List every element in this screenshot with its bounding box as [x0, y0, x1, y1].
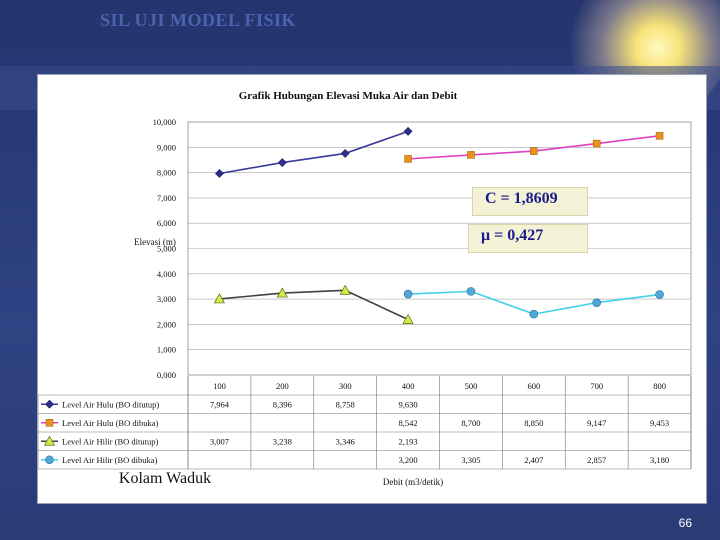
legend-label: Level Air Hilir (BO ditutup): [62, 436, 158, 446]
y-tick-label: 0,000: [157, 370, 176, 380]
data-label: 2,193: [399, 436, 418, 446]
data-label: 8,850: [524, 418, 543, 428]
y-tick-label: 10,000: [153, 117, 176, 127]
data-point: [655, 290, 664, 299]
data-point: [276, 287, 288, 298]
data-point: [529, 309, 539, 319]
legend-marker: [45, 419, 54, 427]
series-line: [219, 130, 409, 175]
data-point: [403, 289, 413, 299]
legend-marker: [45, 399, 54, 409]
legend-label: Level Air Hulu (BO ditutup): [62, 399, 159, 409]
y-tick-label: 5,000: [157, 244, 176, 254]
y-tick-label: 6,000: [157, 218, 176, 228]
mu-value-text: μ = 0,427: [481, 227, 544, 244]
legend-marker: [43, 435, 56, 446]
data-point: [215, 169, 224, 178]
data-point: [655, 132, 664, 140]
chart-svg: Grafik Hubungan Elevasi Muka Air dan Deb…: [37, 90, 692, 487]
y-tick-label: 3,000: [157, 294, 176, 304]
data-label: 9,147: [587, 418, 606, 428]
caption-kolam-waduk: Kolam Waduk: [119, 470, 211, 487]
data-point: [592, 139, 601, 148]
data-label: 3,180: [650, 455, 669, 465]
data-point: [213, 293, 226, 304]
data-label: 8,542: [399, 418, 418, 428]
y-tick-label: 4,000: [157, 269, 176, 279]
data-label: 7,964: [210, 399, 230, 409]
series-line: [219, 289, 409, 321]
mu-value-callout: μ = 0,427: [468, 224, 588, 253]
page-number: 66: [678, 516, 692, 530]
x-tick-label: 400: [402, 381, 415, 391]
data-point: [466, 287, 476, 296]
data-label: 8,758: [336, 399, 355, 409]
data-point: [339, 284, 351, 295]
data-point: [402, 313, 414, 324]
x-tick-label: 800: [653, 381, 666, 391]
data-point: [530, 147, 538, 155]
c-value-text: C = 1,8609: [485, 190, 558, 207]
chart-panel: Grafik Hubungan Elevasi Muka Air dan Deb…: [37, 74, 707, 504]
x-tick-label: 700: [590, 381, 603, 391]
x-tick-label: 600: [527, 381, 540, 391]
legend-label: Level Air Hilir (BO dibuka): [62, 455, 158, 465]
x-tick-label: 200: [276, 381, 289, 391]
y-axis-label: Elevasi (m): [134, 237, 176, 247]
data-label: 3,346: [336, 436, 355, 446]
y-tick-label: 9,000: [157, 142, 176, 152]
data-point: [592, 298, 601, 308]
data-point: [467, 151, 475, 159]
y-tick-label: 8,000: [157, 168, 176, 178]
data-point: [403, 126, 413, 136]
data-label: 3,305: [461, 455, 480, 465]
c-value-callout: C = 1,8609: [472, 187, 588, 216]
data-point: [277, 158, 287, 168]
y-tick-label: 7,000: [157, 193, 176, 203]
x-tick-label: 300: [339, 381, 352, 391]
x-axis-label: Debit (m3/detik): [383, 477, 443, 487]
slide-title: SIL UJI MODEL FISIK: [100, 10, 297, 30]
legend-label: Level Air Hulu (BO dibuka): [62, 418, 158, 428]
data-label: 2,857: [587, 455, 606, 465]
x-tick-label: 100: [213, 381, 226, 391]
data-label: 2,407: [524, 455, 543, 465]
chart-title: Grafik Hubungan Elevasi Muka Air dan Deb…: [239, 90, 458, 102]
x-tick-label: 500: [465, 381, 478, 391]
y-tick-label: 1,000: [157, 345, 176, 355]
data-label: 9,453: [650, 418, 669, 428]
data-point: [340, 148, 350, 158]
legend-marker: [45, 455, 54, 465]
data-label: 3,007: [210, 436, 229, 446]
data-point: [404, 155, 412, 163]
data-label: 9,630: [399, 399, 418, 409]
data-label: 3,200: [399, 455, 418, 465]
data-label: 3,238: [273, 436, 292, 446]
data-label: 8,396: [273, 399, 292, 409]
y-tick-label: 2,000: [157, 319, 176, 329]
data-label: 8,700: [461, 418, 480, 428]
